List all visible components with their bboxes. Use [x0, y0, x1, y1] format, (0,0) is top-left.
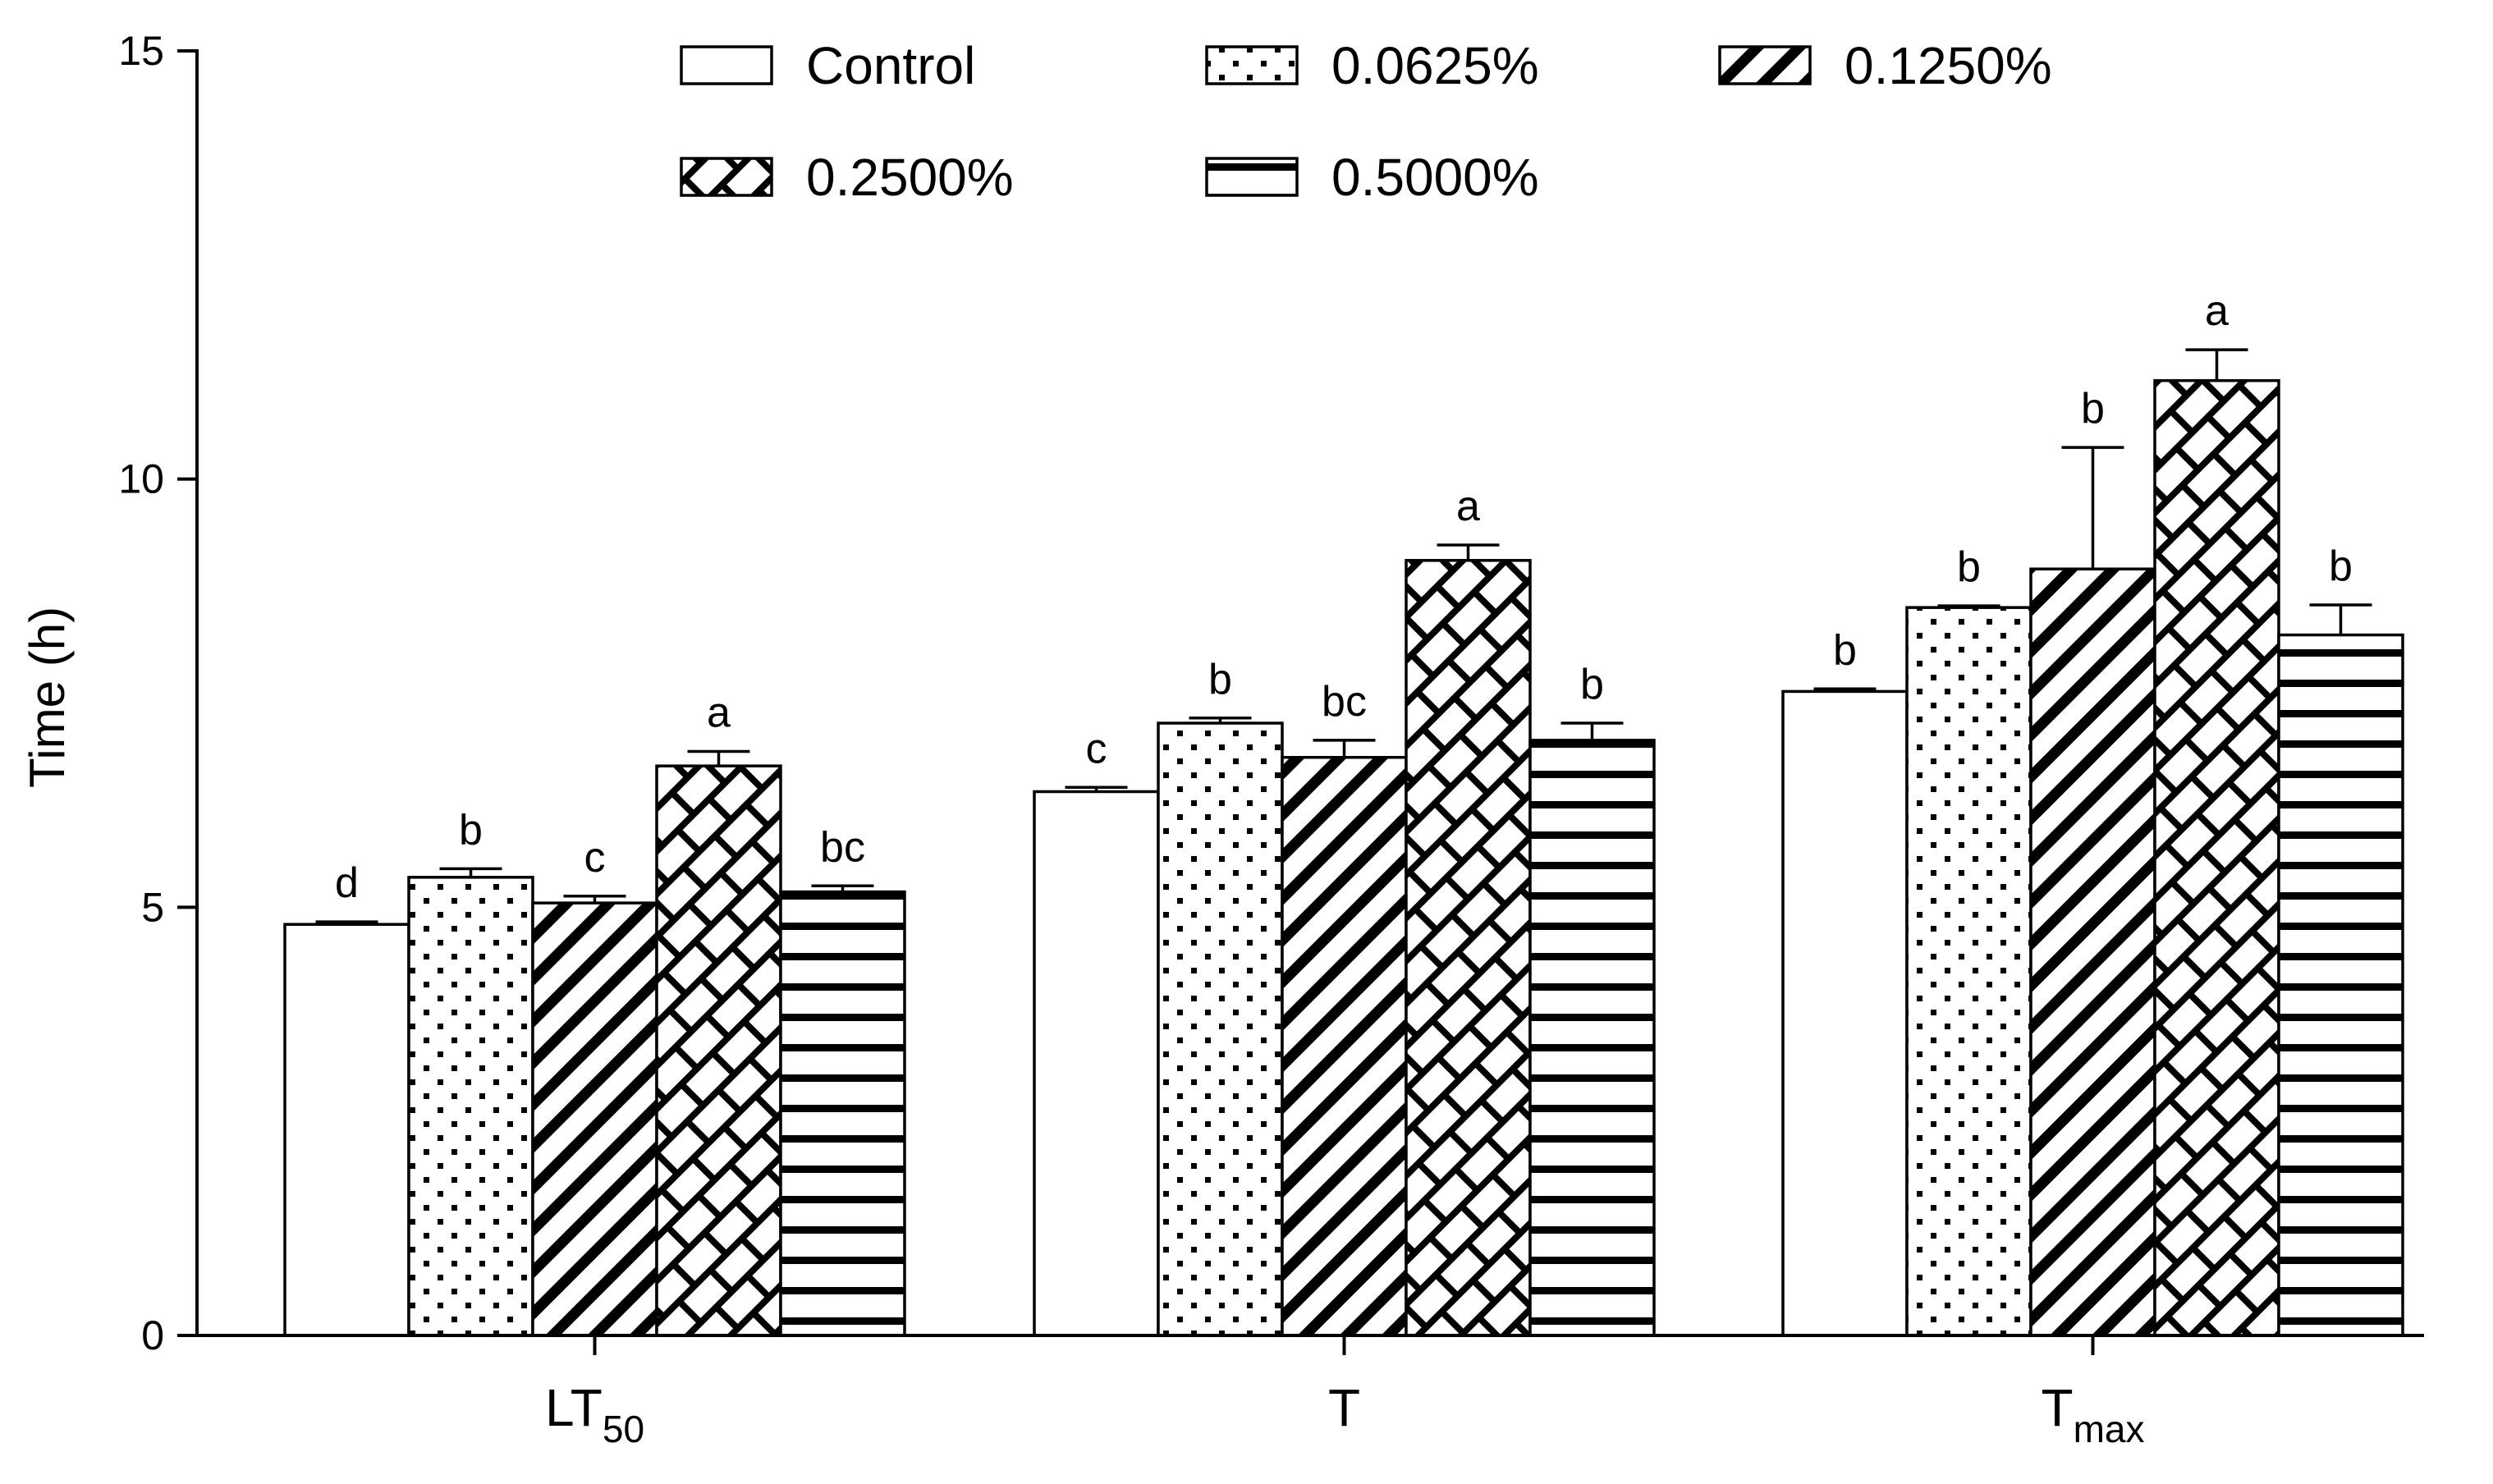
legend-label-4: 0.2500%	[806, 148, 1014, 207]
bar-5-2	[1528, 739, 1656, 1337]
legend-swatch-1	[680, 45, 773, 85]
y-tick-label-1: 5	[141, 884, 164, 930]
bar-2-3	[1905, 606, 2032, 1337]
significance-letter-5-3: b	[2329, 543, 2353, 590]
significance-letter-2-1: b	[459, 806, 483, 854]
legend-swatch-3	[1718, 45, 1812, 85]
legend-label-1: Control	[806, 36, 975, 95]
bar-5-1	[779, 890, 906, 1337]
significance-letter-2-2: b	[1208, 656, 1232, 703]
significance-letter-4-1: a	[707, 689, 731, 736]
bar-2-1	[407, 876, 534, 1337]
x-axis: LT50 T Tmax	[195, 1334, 2424, 1450]
bar-4-3	[2153, 378, 2280, 1337]
significance-letter-3-3: b	[2081, 385, 2105, 433]
bar-1-1	[283, 923, 410, 1337]
category-label-1: T	[1328, 1378, 1360, 1437]
bar-2-2	[1157, 721, 1284, 1337]
significance-letter-1-3: b	[1833, 626, 1857, 674]
significance-letter-5-1: bc	[820, 823, 865, 871]
legend-label-2: 0.0625%	[1331, 36, 1539, 95]
bar-1-3	[1781, 689, 1909, 1337]
legend-label-5: 0.5000%	[1331, 148, 1539, 207]
significance-letter-3-2: bc	[1322, 678, 1367, 726]
significance-letter-5-2: b	[1580, 661, 1604, 708]
significance-letter-1-1: d	[335, 859, 359, 907]
significance-letter-4-3: a	[2205, 287, 2229, 335]
y-tick-label-0: 0	[141, 1312, 164, 1358]
bar-1-2	[1033, 790, 1160, 1337]
legend-swatch-5	[1205, 157, 1299, 197]
legend-swatch-2	[1205, 45, 1299, 85]
significance-letter-2-3: b	[1957, 543, 1981, 591]
bar-4-1	[655, 764, 782, 1337]
significance-letter-1-2: c	[1086, 725, 1107, 772]
legend-label-3: 0.1250%	[1845, 36, 2052, 95]
legend: Control 0.0625% 0.1250% 0.2500% 0.5000%	[680, 36, 2052, 207]
category-label-0: LT50	[545, 1378, 644, 1450]
bar-5-3	[2277, 633, 2404, 1337]
legend-swatch-4	[680, 157, 773, 197]
y-tick-label-2: 10	[118, 456, 164, 502]
bar-3-1	[531, 901, 658, 1337]
bar-4-2	[1405, 559, 1532, 1337]
y-axis: 0 5 10 15 Time (h)	[20, 28, 199, 1358]
significance-letter-3-1: c	[584, 834, 606, 882]
category-label-2: Tmax	[2042, 1378, 2145, 1450]
y-tick-label-3: 15	[118, 28, 164, 74]
bar-3-3	[2029, 567, 2156, 1337]
bar-3-2	[1281, 756, 1408, 1337]
significance-letter-4-2: a	[1456, 483, 1480, 530]
y-axis-label: Time (h)	[20, 607, 75, 788]
